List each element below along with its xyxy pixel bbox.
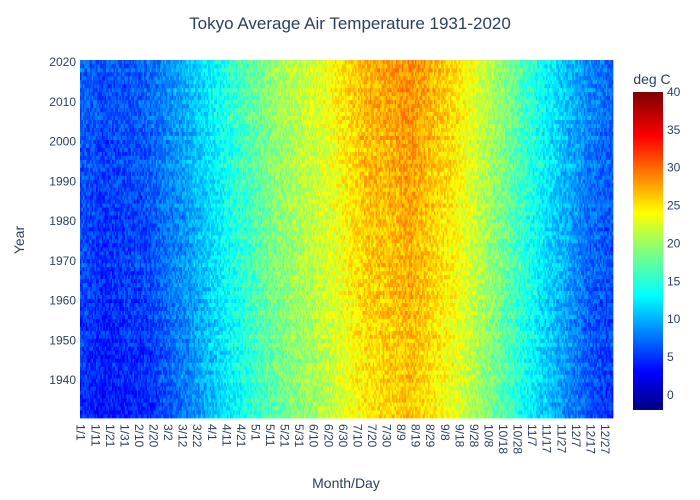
heatmap-cell <box>612 370 614 374</box>
heatmap-cell <box>612 398 614 402</box>
heatmap-cell <box>612 382 614 386</box>
heatmap-cell <box>612 402 614 406</box>
heatmap-cell <box>612 378 614 382</box>
heatmap-cells <box>80 60 613 418</box>
chart-title: Tokyo Average Air Temperature 1931-2020 <box>189 14 511 33</box>
heatmap-cell <box>612 394 614 398</box>
heatmap-cell <box>612 390 614 394</box>
heatmap-cell <box>612 414 614 418</box>
heatmap-cell <box>612 410 614 414</box>
heatmap-cell <box>612 406 614 410</box>
heatmap-cell <box>612 386 614 390</box>
heatmap-cell <box>612 374 614 378</box>
